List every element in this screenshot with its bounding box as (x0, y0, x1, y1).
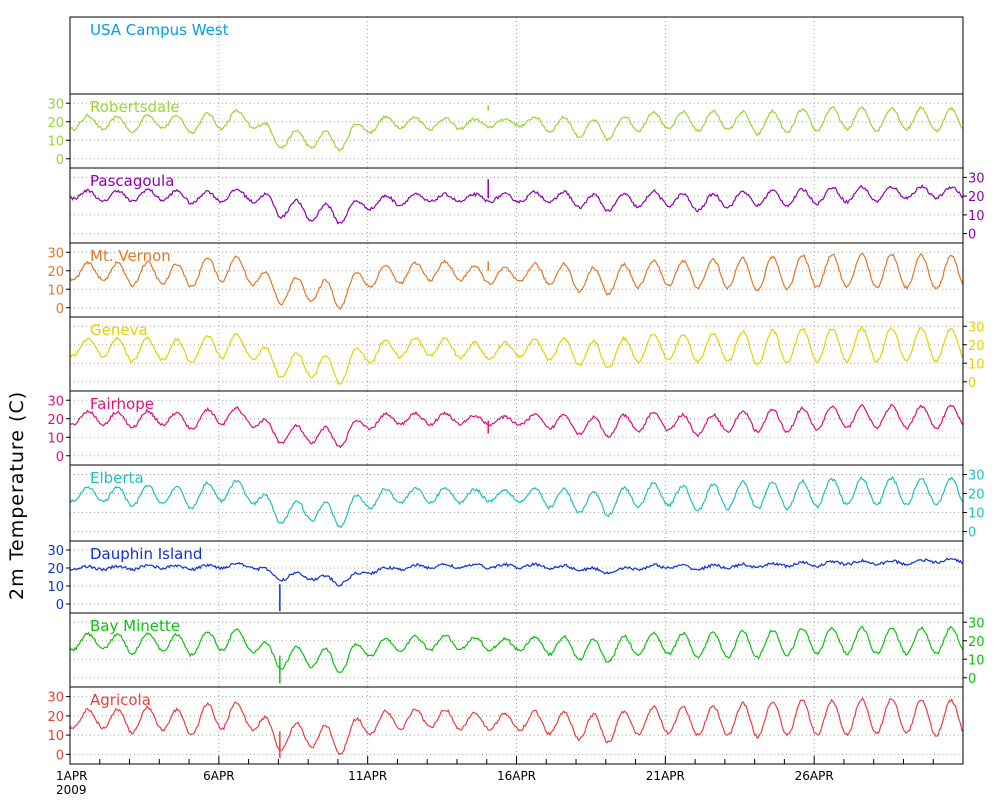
ytick-label-elberta-0: 0 (968, 526, 976, 541)
ytick-label-agricola-20: 20 (47, 710, 64, 725)
ytick-label-mt-vernon-20: 20 (47, 265, 64, 280)
series-line-fairhope (69, 403, 964, 449)
ytick-label-robertsdale-30: 30 (47, 97, 64, 112)
data-layer (69, 105, 964, 756)
ytick-label-robertsdale-10: 10 (47, 134, 64, 149)
ytick-label-pascagoula-20: 20 (968, 190, 985, 205)
xtick-label-4: 21APR (646, 769, 685, 783)
ytick-label-elberta-10: 10 (968, 507, 985, 522)
ytick-label-geneva-0: 0 (968, 376, 976, 391)
spike-layer (279, 105, 489, 759)
series-line-dauphin-island (69, 557, 964, 587)
ytick-label-pascagoula-10: 10 (968, 209, 985, 224)
ytick-label-elberta-30: 30 (968, 469, 985, 484)
ytick-label-fairhope-0: 0 (56, 450, 64, 465)
series-line-agricola (69, 697, 964, 756)
ytick-label-pascagoula-30: 30 (968, 171, 985, 186)
ytick-label-dauphin-island-30: 30 (47, 544, 64, 559)
panel-title-robertsdale: Robertsdale (90, 98, 180, 116)
panel-title-pascagoula: Pascagoula (90, 172, 174, 190)
panel-title-elberta: Elberta (90, 469, 144, 487)
ytick-label-pascagoula-0: 0 (968, 228, 976, 243)
ytick-label-fairhope-30: 30 (47, 394, 64, 409)
ytick-label-geneva-10: 10 (968, 357, 985, 372)
ytick-label-bay-minette-0: 0 (968, 672, 976, 687)
ytick-label-bay-minette-30: 30 (968, 616, 985, 631)
panel-title-mt-vernon: Mt. Vernon (90, 247, 171, 265)
ytick-label-dauphin-island-0: 0 (56, 598, 64, 613)
ytick-label-dauphin-island-20: 20 (47, 562, 64, 577)
panel-title-bay-minette: Bay Minette (90, 617, 180, 635)
ytick-label-mt-vernon-30: 30 (47, 246, 64, 261)
ytick-label-robertsdale-20: 20 (47, 116, 64, 131)
xtick-label-3: 16APR (497, 769, 536, 783)
panel-title-agricola: Agricola (90, 691, 151, 709)
ytick-label-elberta-20: 20 (968, 488, 985, 503)
panel-title-fairhope: Fairhope (90, 395, 154, 413)
ytick-label-agricola-0: 0 (56, 748, 64, 763)
series-line-robertsdale (69, 105, 964, 152)
ytick-label-fairhope-10: 10 (47, 431, 64, 446)
grid-layer (70, 17, 963, 764)
xtick-label-0: 1APR (56, 769, 87, 783)
xaxis-year-label: 2009 (56, 783, 87, 797)
text-layer: USA Campus West 0 10 20 30 Robertsdale 0 10 20 30… (47, 21, 984, 797)
ytick-label-geneva-30: 30 (968, 320, 985, 335)
series-line-elberta (69, 475, 964, 529)
ytick-label-robertsdale-0: 0 (56, 153, 64, 168)
panel-title-geneva: Geneva (90, 321, 148, 339)
ytick-label-mt-vernon-10: 10 (47, 283, 64, 298)
xtick-label-2: 11APR (348, 769, 387, 783)
series-line-geneva (69, 326, 964, 385)
ytick-label-bay-minette-20: 20 (968, 635, 985, 650)
xtick-label-5: 26APR (795, 769, 834, 783)
panel-title-usa-campus-west: USA Campus West (90, 21, 229, 39)
ytick-label-agricola-30: 30 (47, 691, 64, 706)
y-axis-label: 2m Temperature (C) (6, 390, 28, 600)
frame-layer (66, 16, 967, 765)
ytick-label-geneva-20: 20 (968, 339, 985, 354)
ytick-label-fairhope-20: 20 (47, 413, 64, 428)
ytick-label-dauphin-island-10: 10 (47, 580, 64, 595)
ytick-label-mt-vernon-0: 0 (56, 302, 64, 317)
panel-title-dauphin-island: Dauphin Island (90, 545, 202, 563)
series-line-pascagoula (69, 184, 964, 225)
xtick-label-1: 6APR (203, 769, 234, 783)
ytick-label-bay-minette-10: 10 (968, 653, 985, 668)
ytick-label-agricola-10: 10 (47, 729, 64, 744)
series-line-bay-minette (69, 625, 964, 674)
series-line-mt-vernon (69, 252, 964, 310)
